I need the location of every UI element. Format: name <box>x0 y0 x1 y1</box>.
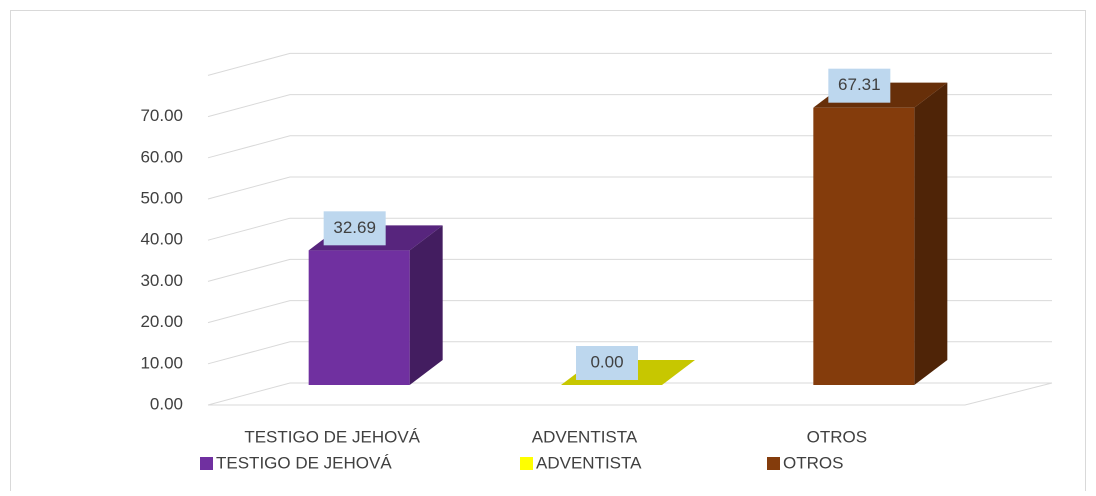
y-tick-label: 70.00 <box>140 106 183 125</box>
grid-line <box>207 258 1052 282</box>
grid-line <box>207 217 1052 241</box>
grid-line <box>207 52 1052 76</box>
data-label: 0.00 <box>590 352 623 371</box>
legend-swatch <box>200 457 213 470</box>
bar <box>813 107 915 385</box>
data-label-box <box>576 346 638 380</box>
y-tick-label: 10.00 <box>140 353 183 372</box>
legend-swatch <box>520 457 533 470</box>
y-tick-label: 30.00 <box>140 271 183 290</box>
bar <box>308 250 410 385</box>
bar-side <box>914 82 948 385</box>
grid-line <box>207 382 1052 406</box>
data-label: 67.31 <box>838 75 881 94</box>
bar-side <box>409 225 443 385</box>
legend-label: OTROS <box>783 453 843 472</box>
y-tick-label: 60.00 <box>140 147 183 166</box>
floor <box>208 382 1053 406</box>
data-label-box <box>828 68 891 103</box>
grid-line <box>207 135 1052 159</box>
y-tick-label: 20.00 <box>140 312 183 331</box>
grid-line <box>207 341 1052 365</box>
x-tick-label: TESTIGO DE JEHOVÁ <box>244 427 420 446</box>
x-tick-label: OTROS <box>807 427 867 446</box>
legend-label: TESTIGO DE JEHOVÁ <box>216 453 392 472</box>
legend-swatch <box>767 457 780 470</box>
grid-line <box>207 176 1052 200</box>
grid-line <box>207 94 1052 118</box>
y-tick-label: 50.00 <box>140 188 183 207</box>
y-tick-label: 0.00 <box>150 394 183 413</box>
y-tick-label: 40.00 <box>140 230 183 249</box>
data-label-box <box>323 211 386 246</box>
data-label: 32.69 <box>333 218 376 237</box>
legend-label: ADVENTISTA <box>536 453 642 472</box>
x-tick-label: ADVENTISTA <box>532 427 638 446</box>
grid-line <box>207 300 1052 324</box>
